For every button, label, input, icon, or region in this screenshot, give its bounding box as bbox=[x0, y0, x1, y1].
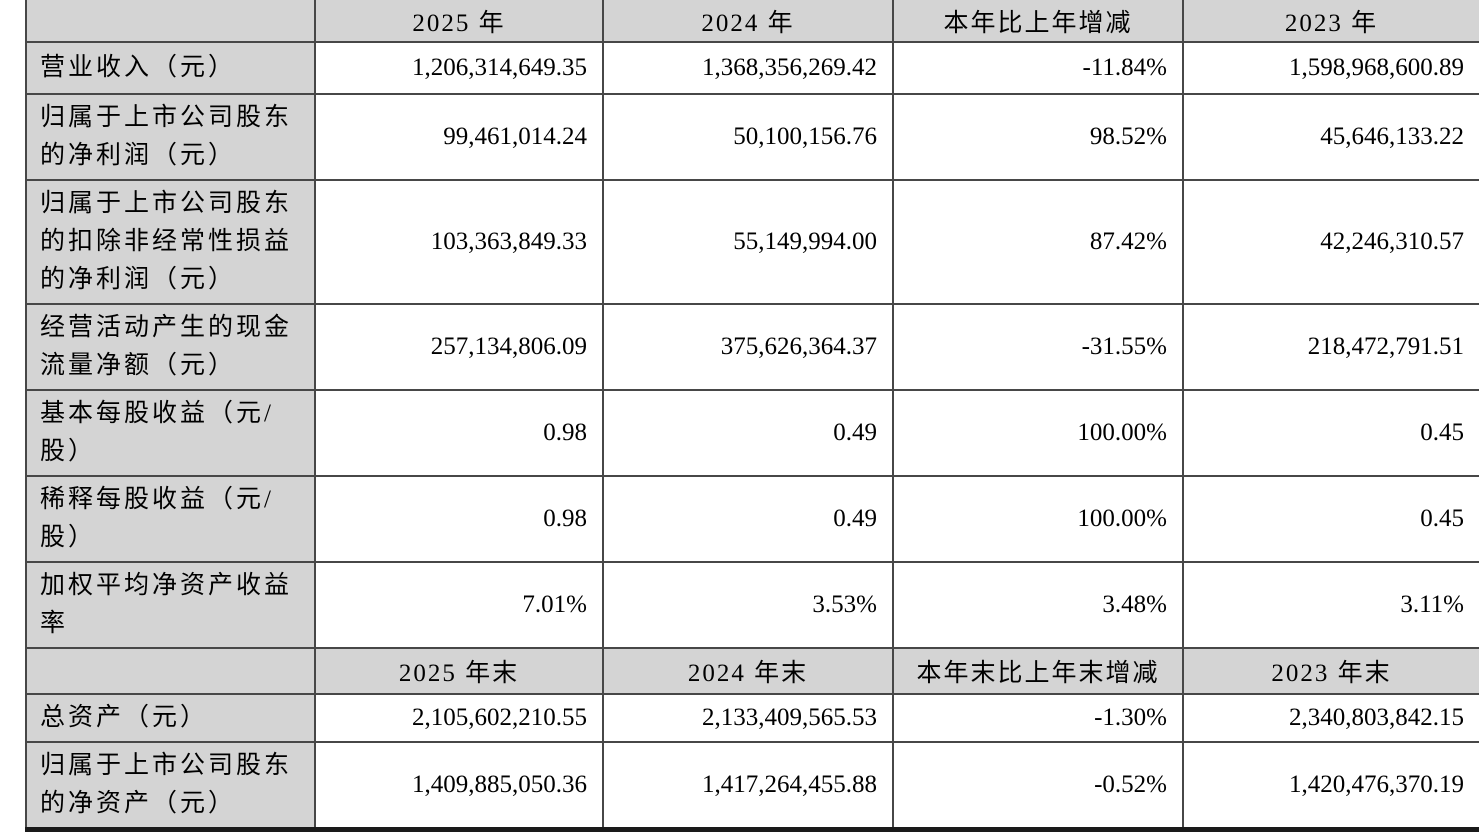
value-2023: 1,598,968,600.89 bbox=[1182, 41, 1479, 95]
year-end-header-2025: 2025 年末 bbox=[314, 647, 604, 695]
value-2023: 45,646,133.22 bbox=[1182, 93, 1479, 181]
value-yoy-change: -31.55% bbox=[892, 303, 1184, 391]
financial-summary-table: 2025 年 2024 年 本年比上年增减 2023 年 营业收入（元） 1,2… bbox=[25, 0, 1479, 832]
value-2024: 0.49 bbox=[602, 475, 894, 563]
row-label: 基本每股收益（元/ 股） bbox=[25, 389, 316, 477]
yoy-change-header: 本年比上年增减 bbox=[892, 0, 1184, 43]
header-blank-cell bbox=[25, 0, 316, 43]
year-end-header-2023: 2023 年末 bbox=[1182, 647, 1479, 695]
value-2023-end: 2,340,803,842.15 bbox=[1182, 693, 1479, 743]
financial-summary-table-wrap: 2025 年 2024 年 本年比上年增减 2023 年 营业收入（元） 1,2… bbox=[25, 0, 1479, 832]
value-yoy-end-change: -0.52% bbox=[892, 741, 1184, 832]
value-2023: 218,472,791.51 bbox=[1182, 303, 1479, 391]
table-row-net-profit-excl-nonrecurring: 归属于上市公司股东 的扣除非经常性损益 的净利润（元） 103,363,849.… bbox=[25, 179, 1479, 305]
header-row-end-of-year: 2025 年末 2024 年末 本年末比上年末增减 2023 年末 bbox=[25, 647, 1479, 695]
value-yoy-change: -11.84% bbox=[892, 41, 1184, 95]
table-row-net-assets: 归属于上市公司股东 的净资产（元） 1,409,885,050.36 1,417… bbox=[25, 741, 1479, 832]
row-label: 归属于上市公司股东 的扣除非经常性损益 的净利润（元） bbox=[25, 179, 316, 305]
row-label: 经营活动产生的现金 流量净额（元） bbox=[25, 303, 316, 391]
value-yoy-change: 3.48% bbox=[892, 561, 1184, 649]
header-row-annual: 2025 年 2024 年 本年比上年增减 2023 年 bbox=[25, 0, 1479, 43]
row-label: 稀释每股收益（元/ 股） bbox=[25, 475, 316, 563]
table-row-net-profit: 归属于上市公司股东 的净利润（元） 99,461,014.24 50,100,1… bbox=[25, 93, 1479, 181]
value-2024: 3.53% bbox=[602, 561, 894, 649]
row-label: 归属于上市公司股东 的净利润（元） bbox=[25, 93, 316, 181]
table-row-total-assets: 总资产（元） 2,105,602,210.55 2,133,409,565.53… bbox=[25, 693, 1479, 743]
value-2025: 103,363,849.33 bbox=[314, 179, 604, 305]
value-2023: 0.45 bbox=[1182, 389, 1479, 477]
value-2024-end: 1,417,264,455.88 bbox=[602, 741, 894, 832]
value-2025-end: 2,105,602,210.55 bbox=[314, 693, 604, 743]
value-2023: 42,246,310.57 bbox=[1182, 179, 1479, 305]
row-label: 加权平均净资产收益 率 bbox=[25, 561, 316, 649]
value-2025: 1,206,314,649.35 bbox=[314, 41, 604, 95]
value-yoy-change: 100.00% bbox=[892, 389, 1184, 477]
yoy-end-change-header: 本年末比上年末增减 bbox=[892, 647, 1184, 695]
value-yoy-change: 87.42% bbox=[892, 179, 1184, 305]
value-2025: 257,134,806.09 bbox=[314, 303, 604, 391]
value-2023: 3.11% bbox=[1182, 561, 1479, 649]
value-2024: 375,626,364.37 bbox=[602, 303, 894, 391]
value-2023: 0.45 bbox=[1182, 475, 1479, 563]
table-row-weighted-avg-roe: 加权平均净资产收益 率 7.01% 3.53% 3.48% 3.11% bbox=[25, 561, 1479, 649]
value-yoy-change: 98.52% bbox=[892, 93, 1184, 181]
value-2023-end: 1,420,476,370.19 bbox=[1182, 741, 1479, 832]
row-label: 总资产（元） bbox=[25, 693, 316, 743]
value-2025: 99,461,014.24 bbox=[314, 93, 604, 181]
value-2024: 1,368,356,269.42 bbox=[602, 41, 894, 95]
value-2025: 7.01% bbox=[314, 561, 604, 649]
header-blank-cell bbox=[25, 647, 316, 695]
row-label: 归属于上市公司股东 的净资产（元） bbox=[25, 741, 316, 832]
value-2024: 50,100,156.76 bbox=[602, 93, 894, 181]
value-yoy-end-change: -1.30% bbox=[892, 693, 1184, 743]
row-label: 营业收入（元） bbox=[25, 41, 316, 95]
table-row-operating-cash-flow: 经营活动产生的现金 流量净额（元） 257,134,806.09 375,626… bbox=[25, 303, 1479, 391]
year-end-header-2024: 2024 年末 bbox=[602, 647, 894, 695]
year-header-2025: 2025 年 bbox=[314, 0, 604, 43]
value-2025: 0.98 bbox=[314, 475, 604, 563]
table-row-diluted-eps: 稀释每股收益（元/ 股） 0.98 0.49 100.00% 0.45 bbox=[25, 475, 1479, 563]
value-2025: 0.98 bbox=[314, 389, 604, 477]
value-yoy-change: 100.00% bbox=[892, 475, 1184, 563]
table-row-basic-eps: 基本每股收益（元/ 股） 0.98 0.49 100.00% 0.45 bbox=[25, 389, 1479, 477]
value-2024: 0.49 bbox=[602, 389, 894, 477]
value-2024: 55,149,994.00 bbox=[602, 179, 894, 305]
year-header-2024: 2024 年 bbox=[602, 0, 894, 43]
year-header-2023: 2023 年 bbox=[1182, 0, 1479, 43]
table-row-revenue: 营业收入（元） 1,206,314,649.35 1,368,356,269.4… bbox=[25, 41, 1479, 95]
value-2025-end: 1,409,885,050.36 bbox=[314, 741, 604, 832]
value-2024-end: 2,133,409,565.53 bbox=[602, 693, 894, 743]
